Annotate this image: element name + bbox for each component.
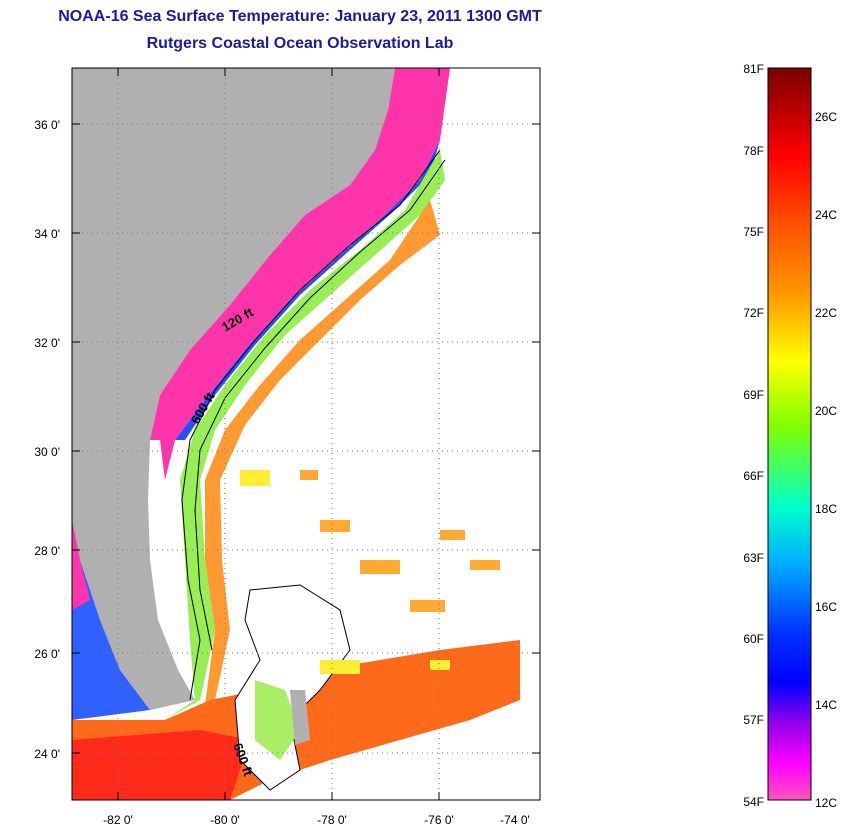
colorbar-f-label: 75F <box>743 225 764 239</box>
colorbar-c-label: 12C <box>815 796 837 810</box>
lon-label: -82 0' <box>103 813 133 827</box>
colorbar-c-label: 20C <box>815 404 837 418</box>
colorbar-c-label: 18C <box>815 502 837 516</box>
colorbar-f-label: 72F <box>743 306 764 320</box>
lat-label: 32 0' <box>34 336 60 350</box>
lon-label: -80 0' <box>210 813 240 827</box>
colorbar-c-label: 26C <box>815 110 837 124</box>
colorbar-f-label: 81F <box>743 62 764 76</box>
colorbar-f-label: 63F <box>743 551 764 565</box>
map-panel: 120 ft 600 ft 600 ft <box>71 67 541 801</box>
colorbar-c-label: 22C <box>815 306 837 320</box>
colorbar-f-label: 78F <box>743 144 764 158</box>
gulf-stream <box>165 150 445 720</box>
colorbar-f-label: 57F <box>743 713 764 727</box>
lon-label: -78 0' <box>317 813 347 827</box>
colorbar-f-label: 66F <box>743 469 764 483</box>
lat-label: 26 0' <box>34 647 60 661</box>
lat-label: 36 0' <box>34 118 60 132</box>
land-mass <box>72 68 395 710</box>
page-subtitle: Rutgers Coastal Ocean Observation Lab <box>146 35 454 52</box>
lon-label: -74 0' <box>500 813 530 827</box>
lat-label: 24 0' <box>34 747 60 761</box>
colorbar-c-label: 14C <box>815 698 837 712</box>
lon-label: -76 0' <box>424 813 454 827</box>
cold-coastal-water <box>150 68 450 480</box>
longitude-axis: -82 0' -80 0' -78 0' -76 0' -74 0' <box>103 813 530 827</box>
colorbar-c-label: 24C <box>815 208 837 222</box>
lat-label: 30 0' <box>34 445 60 459</box>
colorbar-c-label: 16C <box>815 600 837 614</box>
latitude-axis: 36 0' 34 0' 32 0' 30 0' 28 0' 26 0' 24 0… <box>34 118 60 761</box>
lat-label: 28 0' <box>34 544 60 558</box>
colorbar-f-label: 69F <box>743 388 764 402</box>
temperature-colorbar: 81F 78F 75F 72F 69F 66F 63F 60F 57F 54F … <box>743 62 837 810</box>
colorbar-f-label: 60F <box>743 632 764 646</box>
page-title: NOAA-16 Sea Surface Temperature: January… <box>58 8 542 25</box>
colorbar-f-label: 54F <box>743 795 764 809</box>
lat-label: 34 0' <box>34 227 60 241</box>
